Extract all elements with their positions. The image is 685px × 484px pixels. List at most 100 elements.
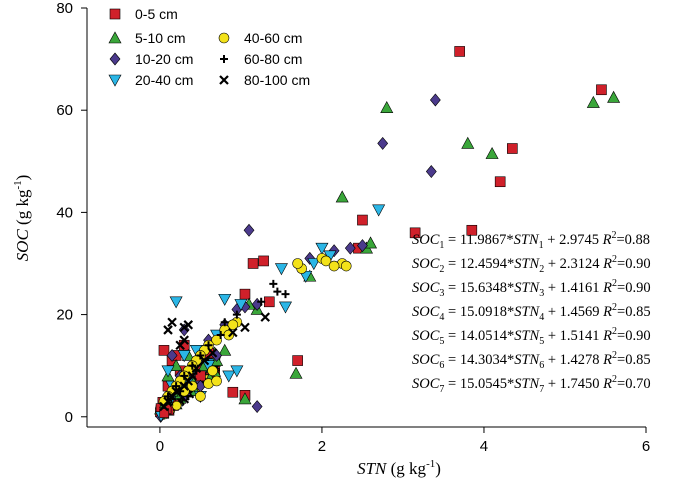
point-80-100-cm [240, 322, 250, 333]
point-0-5-cm [454, 46, 465, 57]
legend: 0-5 cm 5-10 cm 10-20 cm 20-40 cm 40-60 cm 60-… [108, 6, 310, 88]
y-tick-label: 20 [56, 307, 73, 324]
point-0-5-cm [357, 214, 368, 226]
equation-6: SOC6 = 14.3034*STN6 + 1.4278 R2=0.85 [412, 350, 651, 371]
point-5-10-cm [289, 366, 303, 379]
point-10-20-cm [166, 348, 178, 362]
point-20-40-cm [222, 370, 236, 383]
point-80-100-cm [179, 335, 189, 345]
point-20-40-cm [278, 301, 292, 314]
legend-label: 5-10 cm [135, 30, 186, 46]
y-tick-label: 60 [56, 102, 73, 119]
x-tick-label: 4 [480, 438, 488, 455]
point-60-80-cm [196, 351, 205, 360]
legend-marker [108, 31, 122, 44]
point-40-60-cm [340, 260, 352, 272]
point-0-5-cm [466, 224, 478, 236]
point-80-100-cm [163, 325, 173, 335]
legend-label: 20-40 cm [135, 72, 193, 88]
legend-label: 60-80 cm [244, 51, 302, 67]
point-20-40-cm [177, 350, 191, 363]
point-40-60-cm [292, 258, 303, 269]
y-tick-label: 0 [65, 409, 73, 426]
equation-4: SOC4 = 15.0918*STN4 + 1.4569 R2=0.85 [412, 302, 651, 323]
point-80-100-cm [183, 320, 194, 330]
point-60-80-cm [257, 297, 266, 306]
equation-1: SOC1 = 11.9867*STN1 + 2.9745 R2=0.88 [412, 230, 650, 251]
point-10-20-cm [429, 93, 441, 107]
point-20-40-cm [307, 258, 321, 271]
legend-marker [219, 75, 229, 85]
equation-3: SOC3 = 15.6348*STN3 + 1.4161 R2=0.90 [412, 278, 651, 299]
point-20-40-cm [230, 365, 244, 378]
point-60-80-cm [281, 290, 290, 299]
point-80-100-cm [159, 401, 169, 412]
point-20-40-cm [372, 204, 386, 217]
x-tick-label: 0 [156, 438, 164, 455]
equation-2: SOC2 = 12.4594*STN2 + 2.3124 R2=0.90 [412, 254, 651, 275]
y-axis-label: SOC (g kg-1) [12, 175, 32, 262]
legend-marker [218, 32, 230, 44]
point-20-40-cm [274, 263, 288, 276]
point-5-10-cm [607, 90, 621, 103]
point-60-80-cm [216, 331, 225, 340]
point-10-20-cm [344, 241, 356, 255]
point-0-5-cm [258, 255, 269, 267]
point-10-20-cm [251, 400, 263, 414]
point-60-80-cm [180, 371, 189, 380]
point-20-40-cm [169, 296, 183, 309]
point-0-5-cm [596, 84, 607, 96]
point-5-10-cm [380, 101, 394, 113]
point-60-80-cm [269, 279, 278, 288]
cluster-point [171, 400, 182, 411]
point-10-20-cm [425, 165, 437, 178]
point-5-10-cm [218, 343, 232, 356]
point-80-100-cm [167, 317, 177, 328]
legend-marker [220, 55, 228, 63]
point-80-100-cm [191, 363, 202, 374]
point-60-80-cm [273, 287, 282, 296]
point-40-60-cm [320, 255, 332, 267]
point-10-20-cm [377, 136, 389, 150]
point-40-60-cm [328, 260, 340, 272]
legend-marker [109, 8, 121, 20]
point-10-20-cm [357, 239, 368, 253]
point-10-20-cm [243, 223, 255, 237]
point-40-60-cm [207, 365, 218, 377]
y-tick-label: 40 [56, 204, 73, 221]
point-20-40-cm [234, 299, 248, 311]
point-80-100-cm [199, 355, 210, 366]
point-60-80-cm [172, 382, 181, 391]
point-0-5-cm [292, 355, 303, 366]
point-20-40-cm [218, 293, 232, 306]
point-5-10-cm [238, 392, 252, 405]
point-40-60-cm [211, 334, 222, 346]
point-80-100-cm [179, 381, 189, 391]
legend-label: 80-100 cm [244, 72, 310, 88]
point-0-5-cm [227, 386, 239, 398]
legend-label: 40-60 cm [244, 30, 302, 46]
point-20-40-cm [315, 242, 329, 255]
point-80-100-cm [260, 312, 271, 322]
point-60-80-cm [220, 318, 229, 327]
cluster-point [159, 408, 170, 418]
point-0-5-cm [494, 176, 506, 188]
data-points [154, 46, 621, 423]
point-40-60-cm [227, 319, 239, 331]
equation-5: SOC5 = 14.0514*STN5 + 1.5141 R2=0.90 [412, 326, 651, 347]
point-5-10-cm [461, 136, 475, 149]
point-5-10-cm [485, 147, 499, 159]
point-60-80-cm [204, 341, 213, 350]
y-tick-label: 80 [56, 0, 73, 17]
point-60-80-cm [232, 310, 241, 319]
x-tick-label: 2 [318, 438, 326, 455]
x-tick-label: 6 [642, 438, 650, 455]
point-40-60-cm [211, 375, 222, 387]
point-5-10-cm [335, 190, 349, 203]
point-0-5-cm [239, 288, 251, 300]
point-0-5-cm [409, 227, 421, 239]
point-0-5-cm [507, 143, 518, 154]
point-5-10-cm [586, 95, 600, 108]
